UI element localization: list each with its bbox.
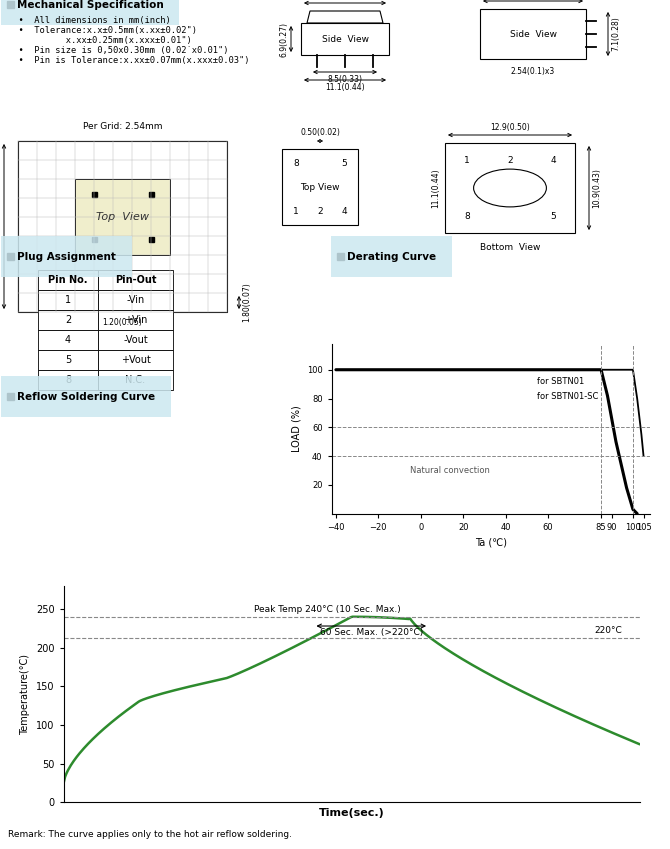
Text: 11.1(0.44): 11.1(0.44) — [431, 168, 440, 208]
Polygon shape — [307, 11, 383, 23]
X-axis label: Ta (℃): Ta (℃) — [475, 537, 507, 548]
Text: 5: 5 — [550, 211, 556, 221]
Bar — [445, 143, 575, 233]
Bar — [92, 192, 96, 197]
Text: 8: 8 — [65, 375, 71, 385]
Text: •  Tolerance:x.x±0.5mm(x.xx±0.02"): • Tolerance:x.x±0.5mm(x.xx±0.02") — [8, 26, 197, 35]
Text: Top View: Top View — [300, 183, 340, 192]
Text: 1.20(0.05): 1.20(0.05) — [103, 318, 142, 327]
Text: -Vout: -Vout — [123, 335, 148, 345]
Text: +Vin: +Vin — [124, 315, 147, 325]
Text: Mechanical Specification: Mechanical Specification — [17, 0, 163, 9]
Text: 8: 8 — [464, 211, 470, 221]
Bar — [38, 330, 98, 350]
Text: 11.1(0.44): 11.1(0.44) — [325, 83, 364, 92]
Text: Pin-Out: Pin-Out — [115, 275, 156, 285]
Text: Plug Assignment: Plug Assignment — [17, 251, 116, 261]
Text: 1.80(0.07): 1.80(0.07) — [242, 283, 251, 323]
Text: -Vin: -Vin — [127, 295, 145, 305]
Text: x.xx±0.25mm(x.xxx±0.01"): x.xx±0.25mm(x.xxx±0.01") — [8, 36, 192, 45]
Bar — [98, 370, 173, 390]
Text: 12.9(0.50): 12.9(0.50) — [490, 123, 530, 132]
Bar — [38, 310, 98, 330]
Bar — [38, 270, 98, 290]
Bar — [98, 310, 173, 330]
Bar — [149, 238, 153, 242]
Bar — [38, 290, 98, 310]
Text: Reflow Soldering Curve: Reflow Soldering Curve — [17, 391, 155, 402]
Text: Bottom  View: Bottom View — [480, 243, 540, 252]
Text: 10.9(0.43): 10.9(0.43) — [592, 168, 601, 208]
Text: Derating Curve: Derating Curve — [347, 251, 436, 261]
Text: for SBTN01-SC: for SBTN01-SC — [537, 391, 599, 401]
Bar — [38, 350, 98, 370]
Text: Side  View: Side View — [509, 30, 557, 38]
Text: 8.5(0.33): 8.5(0.33) — [328, 75, 362, 84]
Bar — [38, 370, 98, 390]
Text: •  All dimensions in mm(inch): • All dimensions in mm(inch) — [8, 16, 171, 25]
Text: 2.54(0.1)x3: 2.54(0.1)x3 — [511, 67, 555, 76]
Text: 0.50(0.02): 0.50(0.02) — [300, 128, 340, 137]
Text: •  Pin is Tolerance:x.xx±0.07mm(x.xxx±0.03"): • Pin is Tolerance:x.xx±0.07mm(x.xxx±0.0… — [8, 56, 249, 65]
Text: 6.9(0.27): 6.9(0.27) — [279, 21, 288, 57]
Text: 2: 2 — [317, 206, 323, 216]
Text: 220°C: 220°C — [595, 627, 622, 635]
Text: 2: 2 — [507, 155, 513, 165]
Bar — [98, 270, 173, 290]
Bar — [7, 253, 14, 260]
Text: Peak Temp 240°C (10 Sec. Max.): Peak Temp 240°C (10 Sec. Max.) — [254, 605, 401, 615]
Bar — [75, 179, 170, 255]
Bar — [480, 9, 586, 59]
Text: 4: 4 — [341, 206, 347, 216]
Text: N.C.: N.C. — [125, 375, 145, 385]
Text: Natural convection: Natural convection — [410, 466, 490, 475]
Bar — [18, 141, 227, 312]
Text: 2: 2 — [65, 315, 71, 325]
Y-axis label: Temperature(°C): Temperature(°C) — [21, 654, 30, 734]
Bar — [301, 23, 389, 55]
Text: 1: 1 — [65, 295, 71, 305]
Text: for SBTN01: for SBTN01 — [537, 377, 585, 386]
Text: +Vout: +Vout — [121, 355, 151, 365]
Text: Side  View: Side View — [322, 35, 368, 43]
Text: 1: 1 — [293, 206, 299, 216]
Text: 4: 4 — [550, 155, 556, 165]
Bar — [282, 149, 358, 225]
Bar — [149, 192, 153, 197]
Bar — [98, 330, 173, 350]
Text: 1: 1 — [464, 155, 470, 165]
Bar — [98, 290, 173, 310]
Bar — [98, 350, 173, 370]
Text: 12.00(0.50): 12.00(0.50) — [0, 205, 1, 249]
Text: 5: 5 — [341, 159, 347, 167]
Text: 8: 8 — [293, 159, 299, 167]
Y-axis label: LOAD (%): LOAD (%) — [291, 405, 302, 453]
Bar — [92, 238, 96, 242]
Bar — [337, 253, 344, 260]
Bar — [7, 1, 14, 8]
Text: 5: 5 — [65, 355, 71, 365]
X-axis label: Time(sec.): Time(sec.) — [319, 808, 385, 818]
Text: •  Pin size is 0,50x0.30mm (0.02˙x0.01"): • Pin size is 0,50x0.30mm (0.02˙x0.01") — [8, 46, 228, 55]
Bar — [7, 393, 14, 400]
Text: Per Grid: 2.54mm: Per Grid: 2.54mm — [83, 122, 162, 131]
Text: 7.1(0.28): 7.1(0.28) — [611, 17, 620, 52]
Text: Top  View: Top View — [96, 212, 149, 222]
Text: 60 Sec. Max. (>220°C): 60 Sec. Max. (>220°C) — [320, 628, 423, 638]
Text: Pin No.: Pin No. — [48, 275, 88, 285]
Text: Remark: The curve applies only to the hot air reflow soldering.: Remark: The curve applies only to the ho… — [8, 830, 292, 839]
Text: 4: 4 — [65, 335, 71, 345]
